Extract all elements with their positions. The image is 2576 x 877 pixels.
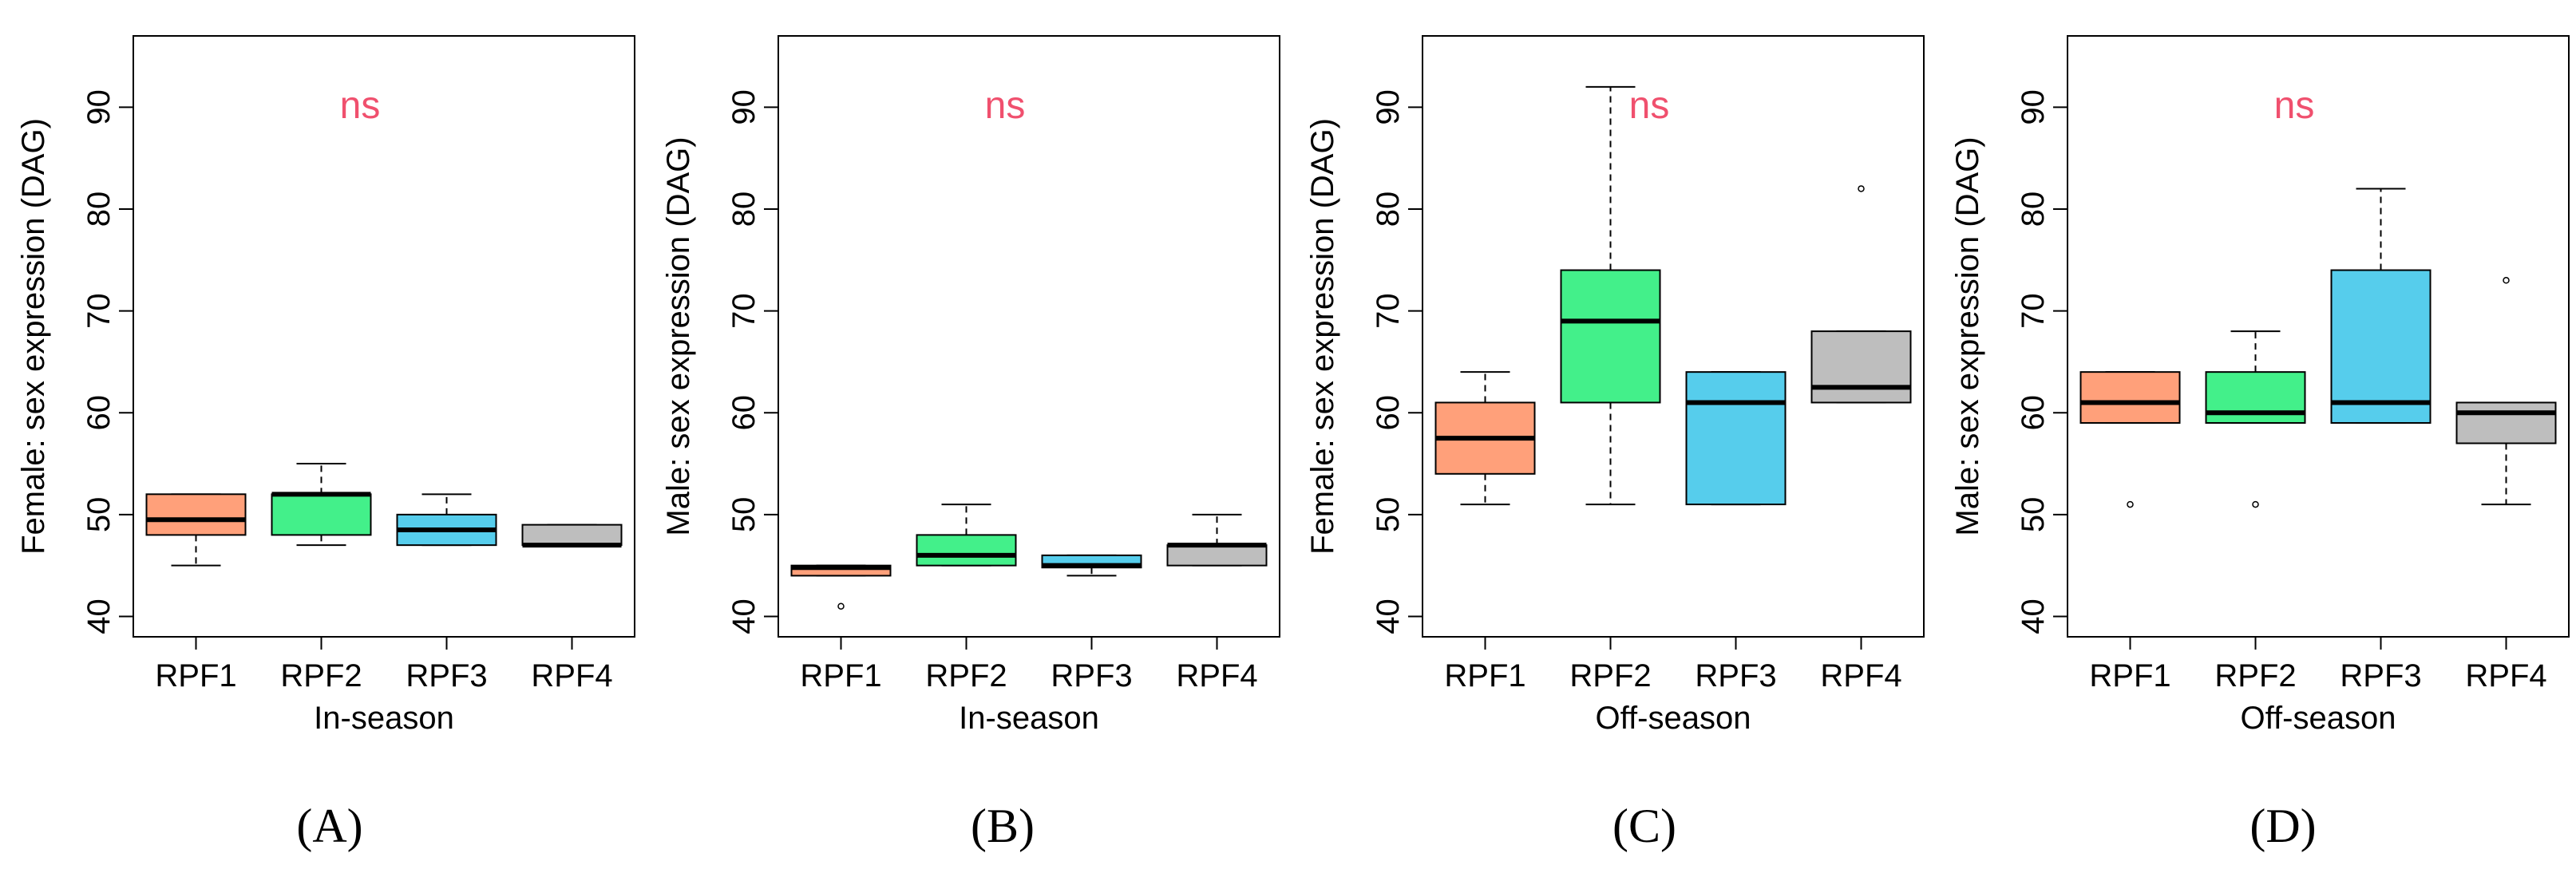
significance-annotation: ns xyxy=(985,85,1026,127)
x-tick-label: RPF4 xyxy=(2465,658,2546,693)
x-tick-label: RPF1 xyxy=(800,658,881,693)
x-tick-label: RPF1 xyxy=(1444,658,1525,693)
y-tick-label: 40 xyxy=(2016,598,2051,634)
panel-label: (B) xyxy=(971,800,1035,852)
y-axis-title: Female: sex expression (DAG) xyxy=(1305,118,1340,555)
outlier-point xyxy=(2127,500,2134,508)
box-rpf4 xyxy=(1810,185,1912,404)
panel-label: (C) xyxy=(1612,800,1676,852)
x-tick-label: RPF1 xyxy=(155,658,236,693)
box-body xyxy=(521,523,623,547)
x-tick-label: RPF3 xyxy=(2340,658,2421,693)
y-tick-label: 60 xyxy=(81,395,117,431)
y-tick-label: 80 xyxy=(726,192,762,227)
box-body xyxy=(2079,371,2181,424)
y-tick-label: 40 xyxy=(81,598,117,634)
y-tick-label: 50 xyxy=(81,497,117,533)
box-body xyxy=(1560,269,1661,404)
plot-frame xyxy=(1422,35,1925,638)
box-rpf3 xyxy=(1041,554,1142,577)
x-tick-label: RPF2 xyxy=(1569,658,1651,693)
box-rpf1 xyxy=(1434,371,1536,506)
y-tick-label: 70 xyxy=(81,293,117,329)
x-tick-label: RPF4 xyxy=(531,658,612,693)
x-tick-label: RPF2 xyxy=(2214,658,2296,693)
y-axis-title: Male: sex expression (DAG) xyxy=(661,136,696,535)
y-tick-label: 80 xyxy=(81,192,117,227)
y-tick-label: 50 xyxy=(726,497,762,533)
plot-frame xyxy=(133,35,635,638)
y-tick-label: 40 xyxy=(1371,598,1406,634)
x-axis-title: Off-season xyxy=(2241,701,2396,736)
x-tick-label: RPF4 xyxy=(1176,658,1257,693)
box-rpf3 xyxy=(396,493,497,547)
x-tick-label: RPF3 xyxy=(1695,658,1776,693)
panel-label: (D) xyxy=(2250,800,2316,852)
x-axis-title: In-season xyxy=(314,701,454,736)
panel-label: (A) xyxy=(296,800,362,852)
chart-panel-1: 40 50 60 70 80 90 Female: sex expression (DAG)… xyxy=(16,35,635,852)
y-tick-label: 90 xyxy=(2016,89,2051,125)
box-body xyxy=(2455,401,2557,444)
box-rpf4 xyxy=(2455,277,2557,506)
box-body xyxy=(2330,269,2432,424)
y-tick-label: 50 xyxy=(2016,497,2051,533)
x-tick-label: RPF1 xyxy=(2089,658,2170,693)
outlier-point xyxy=(2503,277,2510,284)
x-axis-title: Off-season xyxy=(1596,701,1751,736)
box-rpf3 xyxy=(2330,188,2432,424)
plot-frame xyxy=(778,35,1280,638)
y-tick-label: 70 xyxy=(2016,293,2051,329)
y-tick-label: 90 xyxy=(81,89,117,125)
box-rpf2 xyxy=(1560,85,1661,506)
x-tick-label: RPF4 xyxy=(1820,658,1901,693)
y-axis-title: Female: sex expression (DAG) xyxy=(16,118,51,555)
y-tick-label: 70 xyxy=(726,293,762,329)
y-tick-label: 40 xyxy=(726,598,762,634)
box-body xyxy=(1166,544,1268,567)
plot-frame xyxy=(2067,35,2570,638)
y-tick-label: 60 xyxy=(1371,395,1406,431)
box-rpf1 xyxy=(790,564,892,610)
significance-annotation: ns xyxy=(2274,85,2315,127)
box-rpf2 xyxy=(916,504,1017,567)
y-axis-title: Male: sex expression (DAG) xyxy=(1950,136,1985,535)
box-rpf1 xyxy=(2079,371,2181,508)
box-body xyxy=(145,493,247,536)
box-body xyxy=(2205,371,2306,424)
y-tick-label: 80 xyxy=(1371,192,1406,227)
outlier-point xyxy=(2252,500,2259,508)
box-body xyxy=(1810,330,1912,404)
x-tick-label: RPF2 xyxy=(925,658,1007,693)
y-tick-label: 60 xyxy=(2016,395,2051,431)
chart-panel-4: 40 50 60 70 80 90 Male: sex expression (DAG) RP… xyxy=(1950,35,2570,852)
outlier-point xyxy=(1858,185,1865,192)
y-tick-label: 80 xyxy=(2016,192,2051,227)
box-body xyxy=(916,534,1017,567)
y-tick-label: 90 xyxy=(726,89,762,125)
y-tick-label: 90 xyxy=(1371,89,1406,125)
y-tick-label: 50 xyxy=(1371,497,1406,533)
box-rpf3 xyxy=(1685,371,1787,506)
outlier-point xyxy=(837,602,845,610)
y-tick-label: 70 xyxy=(1371,293,1406,329)
box-body xyxy=(1685,371,1787,506)
significance-annotation: ns xyxy=(340,85,381,127)
y-tick-label: 60 xyxy=(726,395,762,431)
box-rpf2 xyxy=(2205,330,2306,508)
x-tick-label: RPF3 xyxy=(1051,658,1132,693)
box-rpf2 xyxy=(271,463,372,547)
x-tick-label: RPF3 xyxy=(406,658,487,693)
box-rpf4 xyxy=(1166,513,1268,567)
x-tick-label: RPF2 xyxy=(280,658,362,693)
chart-panel-3: 40 50 60 70 80 90 Female: sex expression (DAG)… xyxy=(1305,35,1925,852)
chart-panel-2: 40 50 60 70 80 90 Male: sex expression (DAG) RP… xyxy=(661,35,1280,852)
box-rpf4 xyxy=(521,523,623,548)
box-body xyxy=(271,493,372,536)
box-rpf1 xyxy=(145,493,247,567)
x-axis-title: In-season xyxy=(959,701,1099,736)
significance-annotation: ns xyxy=(1629,85,1670,127)
